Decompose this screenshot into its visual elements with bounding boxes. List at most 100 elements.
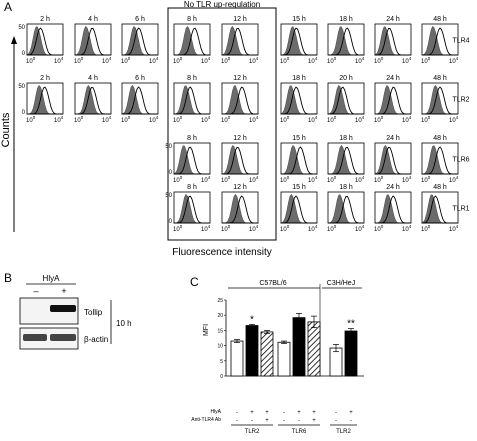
x-tick-end: 104 xyxy=(308,175,318,184)
timepoint-label: 18 h xyxy=(339,16,353,23)
y-tick-top: 50 xyxy=(18,25,25,31)
hlya-row-label: HlyA xyxy=(210,409,221,415)
hlya-sign: - xyxy=(283,410,285,416)
x-tick-end: 104 xyxy=(449,115,459,124)
x-tick-end: 104 xyxy=(149,115,159,124)
x-tick-start: 100 xyxy=(26,56,36,65)
treated-histogram xyxy=(422,146,458,175)
timepoint-label: 2 h xyxy=(40,16,50,23)
treated-histogram xyxy=(121,86,158,115)
timepoint-label: 15 h xyxy=(292,184,306,191)
timepoint-label: 18 h xyxy=(339,135,353,142)
actin-label: β-actin xyxy=(84,335,108,344)
hlya-sign: + xyxy=(349,410,353,416)
receptor-row-label: TLR1 xyxy=(452,206,469,213)
anti-tlr4-sign: - xyxy=(298,418,300,424)
bar xyxy=(307,321,321,377)
hlya-sign: + xyxy=(312,410,316,416)
treated-histogram xyxy=(421,27,459,56)
treated-histogram xyxy=(121,27,158,56)
timepoint-label: 2 h xyxy=(40,75,50,82)
x-tick-end: 104 xyxy=(249,115,259,124)
treated-histogram xyxy=(328,196,364,224)
counts-axis-arrow xyxy=(11,36,17,44)
x-tick-end: 104 xyxy=(249,56,259,65)
receptor-label: TLR6 xyxy=(292,429,307,435)
treated-histogram xyxy=(421,195,458,224)
x-tick-end: 104 xyxy=(355,175,365,184)
y-tick-zero: 0 xyxy=(169,219,173,225)
x-tick-start: 100 xyxy=(221,56,231,65)
y-tick-top: 50 xyxy=(165,193,172,199)
treated-histogram xyxy=(280,27,317,56)
treated-histogram xyxy=(375,195,411,224)
x-tick-end: 104 xyxy=(449,224,459,233)
hlya-sign: - xyxy=(236,410,238,416)
treated-histogram xyxy=(221,146,258,175)
x-tick-end: 104 xyxy=(402,175,412,184)
panel-b-letter: B xyxy=(4,271,12,285)
counts-axis-label: Counts xyxy=(0,112,12,147)
receptor-label: TLR2 xyxy=(245,429,260,435)
treated-histogram xyxy=(221,27,258,56)
timepoint-label: 8 h xyxy=(187,184,197,191)
x-tick-start: 100 xyxy=(421,115,431,124)
x-tick-start: 100 xyxy=(173,56,183,65)
x-tick-start: 100 xyxy=(280,175,290,184)
timepoint-label: 4 h xyxy=(88,16,98,23)
timepoint-label: 24 h xyxy=(386,184,400,191)
receptor-row-label: TLR2 xyxy=(452,97,469,104)
x-tick-start: 100 xyxy=(173,175,183,184)
x-tick-start: 100 xyxy=(173,115,183,124)
treated-histogram xyxy=(174,27,211,56)
anti-tlr4-sign: - xyxy=(236,418,238,424)
actin-band-plus xyxy=(50,334,76,341)
actin-band-minus xyxy=(23,334,47,341)
bar xyxy=(245,325,259,377)
x-tick-start: 100 xyxy=(221,224,231,233)
hlya-sign: + xyxy=(265,410,269,416)
anti-tlr4-row-label: Anti-TLR4 Ab xyxy=(191,417,221,423)
actin-blot xyxy=(19,327,79,350)
timepoint-label: 48 h xyxy=(433,16,447,23)
hlya-label: HlyA xyxy=(43,274,61,283)
x-tick-end: 104 xyxy=(449,175,459,184)
timepoint-label: 20 h xyxy=(339,75,353,82)
x-tick-start: 100 xyxy=(421,56,431,65)
histogram-row: 8 h 100 104 50 0 12 h 100 104 15 h 100 104 18 h 100 1… xyxy=(165,135,469,184)
histogram-row: 2 h 100 104 50 0 4 h 100 104 6 h 100 104 8 h 100 104 1… xyxy=(18,16,469,65)
no-upregulation-box xyxy=(167,7,277,241)
bar xyxy=(329,347,343,377)
timepoint-label: 24 h xyxy=(386,16,400,23)
x-tick-start: 100 xyxy=(374,224,384,233)
x-tick-end: 104 xyxy=(355,115,365,124)
treated-histogram xyxy=(173,195,210,224)
timepoint-label: 12 h xyxy=(233,184,247,191)
x-tick-end: 104 xyxy=(149,56,159,65)
x-tick-end: 104 xyxy=(201,56,211,65)
anti-tlr4-sign: - xyxy=(283,418,285,424)
y-tick-label: 15 xyxy=(217,328,223,334)
hlya-sign: - xyxy=(335,410,337,416)
treated-histogram xyxy=(173,146,210,175)
x-tick-start: 100 xyxy=(374,115,384,124)
timepoint-label: 48 h xyxy=(433,135,447,142)
no-upregulation-label: No TLR up-regulation xyxy=(184,0,260,9)
x-tick-end: 104 xyxy=(201,175,211,184)
receptor-row-label: TLR4 xyxy=(452,38,469,45)
x-tick-end: 104 xyxy=(308,115,318,124)
x-tick-start: 100 xyxy=(121,115,131,124)
x-tick-end: 104 xyxy=(54,56,64,65)
x-tick-start: 100 xyxy=(421,224,431,233)
bar xyxy=(344,330,358,377)
timepoint-label: 15 h xyxy=(292,16,306,23)
timepoint-label: 6 h xyxy=(135,16,145,23)
x-tick-start: 100 xyxy=(327,115,337,124)
x-tick-end: 104 xyxy=(355,56,365,65)
x-tick-end: 104 xyxy=(201,224,211,233)
timepoint-label: 8 h xyxy=(187,16,197,23)
y-tick-label: 25 xyxy=(217,298,223,304)
treated-histogram xyxy=(74,28,111,56)
